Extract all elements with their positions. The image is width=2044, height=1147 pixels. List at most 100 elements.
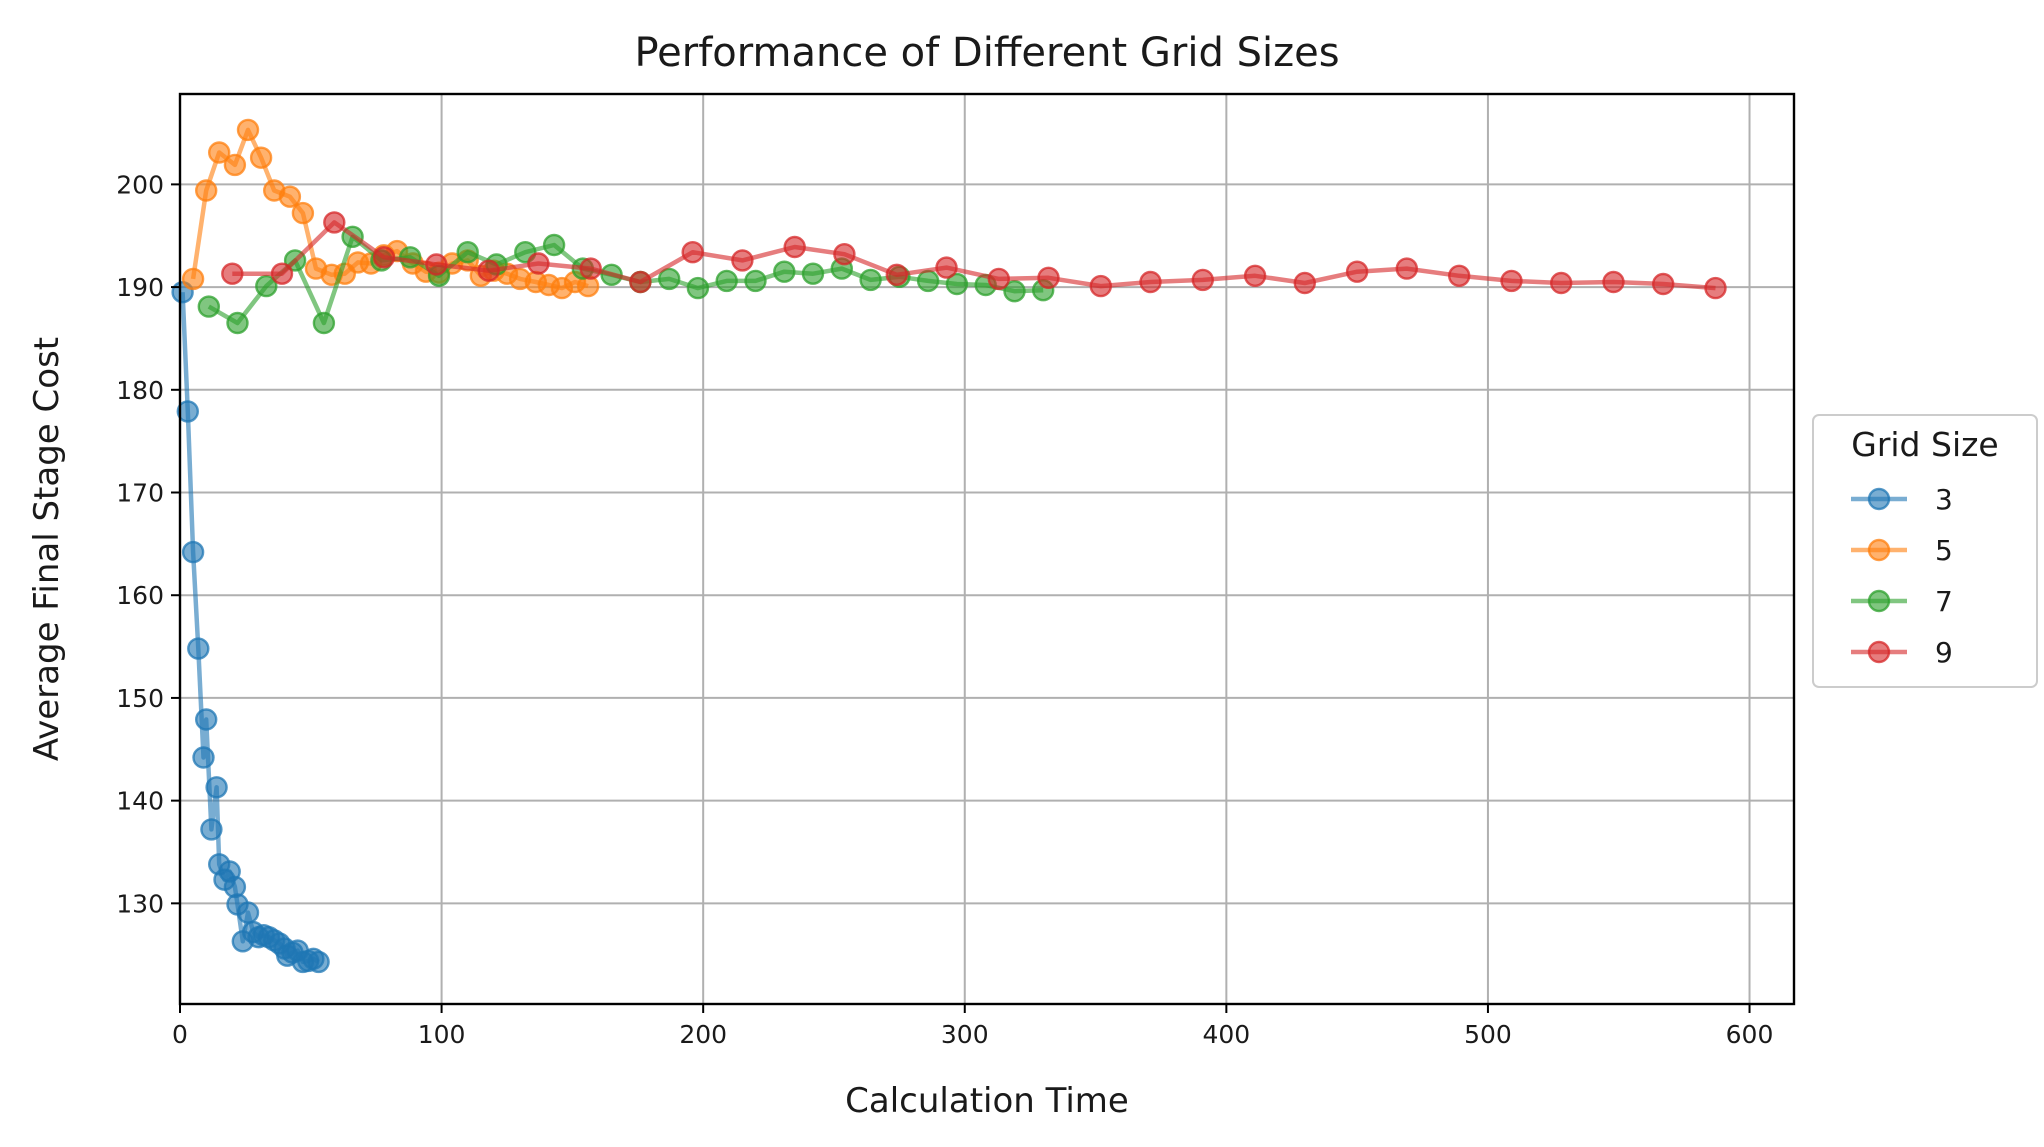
data-point: [1651, 272, 1675, 296]
data-point: [658, 267, 681, 291]
legend-title: Grid Size: [1851, 425, 1999, 464]
data-point: [833, 242, 856, 266]
legend-entry-9: 9: [1851, 636, 1953, 669]
data-point: [542, 233, 566, 257]
x-tick-label: 500: [1464, 1020, 1512, 1049]
data-point: [207, 141, 231, 164]
data-point: [291, 201, 315, 225]
data-point: [686, 276, 710, 300]
plot-frame: [178, 92, 1796, 1006]
data-point: [773, 260, 796, 283]
data-point: [1395, 257, 1419, 280]
data-point: [194, 708, 218, 731]
x-tick-label: 600: [1726, 1020, 1774, 1049]
data-point: [312, 311, 336, 335]
y-tick-label: 190: [116, 273, 164, 302]
x-tick-label: 200: [679, 1020, 727, 1049]
data-point: [181, 540, 205, 564]
data-point: [1500, 269, 1523, 293]
y-tick-label: 160: [116, 581, 164, 610]
data-point: [477, 259, 500, 282]
chart-title: Performance of Different Grid Sizes: [634, 30, 1339, 76]
data-point: [270, 262, 294, 285]
data-point: [278, 185, 302, 208]
data-point: [801, 262, 825, 285]
legend-label: 5: [1935, 534, 1953, 567]
data-point: [425, 253, 448, 276]
x-tick-label: 300: [941, 1020, 989, 1049]
legend-entry-7: 7: [1851, 585, 1953, 618]
data-point: [176, 400, 200, 423]
y-tick-label: 180: [116, 376, 164, 405]
data-point: [1293, 271, 1317, 295]
data-point: [916, 269, 940, 293]
data-point: [1345, 260, 1369, 283]
y-tick-label: 140: [116, 787, 164, 816]
series-9: [221, 211, 1727, 300]
data-point: [1139, 270, 1162, 294]
data-point: [226, 311, 249, 335]
data-point: [192, 746, 215, 769]
y-tick-label: 150: [116, 684, 164, 713]
data-point: [935, 256, 958, 279]
data-point: [1447, 264, 1471, 287]
data-point: [187, 637, 210, 660]
gridlines: [179, 94, 1794, 1004]
x-axis-label: Calculation Time: [845, 1081, 1129, 1121]
legend-entry-3: 3: [1851, 483, 1953, 516]
data-point: [1243, 264, 1267, 287]
legend-label: 7: [1935, 585, 1953, 618]
legend-box: [1812, 414, 2038, 688]
data-point: [527, 252, 550, 275]
data-point: [399, 246, 422, 269]
data-point: [1191, 268, 1215, 292]
data-point: [629, 270, 652, 294]
data-point: [236, 901, 260, 924]
x-tick-label: 400: [1202, 1020, 1250, 1049]
legend-marker: [1867, 487, 1891, 511]
data-point: [885, 263, 908, 286]
legend-label: 9: [1935, 636, 1953, 669]
series-3: [171, 281, 330, 974]
series-line-3: [180, 292, 320, 965]
data-point: [987, 267, 1010, 291]
data-point: [945, 272, 969, 296]
data-point: [221, 262, 244, 285]
legend-marker: [1867, 538, 1891, 562]
legend-label: 3: [1935, 483, 1953, 516]
data-point: [205, 776, 228, 799]
data-point: [1037, 266, 1060, 289]
data-point: [783, 235, 806, 259]
series-layer: [171, 118, 1727, 974]
y-tick-label: 200: [116, 170, 164, 199]
data-point: [715, 269, 738, 293]
data-point: [372, 246, 396, 269]
y-axis-label: Average Final Stage Cost: [27, 337, 67, 761]
legend-marker: [1867, 640, 1891, 664]
data-point: [223, 153, 247, 177]
data-point: [731, 249, 754, 272]
data-point: [1089, 274, 1113, 298]
legend: Grid Size 3 5 7 9: [1812, 414, 2038, 688]
data-point: [323, 211, 346, 234]
data-point: [1602, 270, 1625, 294]
data-point: [456, 240, 479, 264]
data-point: [194, 179, 218, 202]
legend-entries: 3 5 7 9: [1851, 483, 1953, 669]
axis-ticks: 0 100 200 300 400 500 600 130 140 150 160 170 180 190…: [116, 170, 1773, 1049]
legend-entry-5: 5: [1851, 534, 1953, 567]
data-point: [249, 146, 273, 169]
data-point: [307, 950, 330, 974]
x-tick-label: 0: [172, 1020, 188, 1049]
data-point: [1549, 271, 1573, 295]
data-point: [181, 267, 205, 291]
legend-marker: [1867, 589, 1891, 613]
data-point: [744, 269, 767, 293]
data-point: [579, 257, 602, 280]
data-point: [1704, 276, 1727, 300]
data-point: [859, 268, 882, 292]
data-point: [197, 295, 221, 318]
data-point: [1003, 280, 1026, 303]
data-point: [681, 240, 704, 264]
